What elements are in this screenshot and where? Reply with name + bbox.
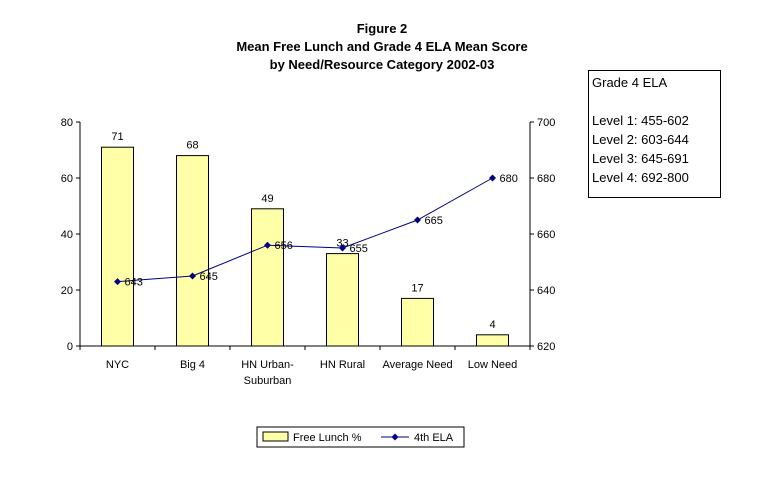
right-tick-label-680: 680 [537, 173, 555, 185]
left-tick-label-20: 20 [61, 285, 73, 297]
bar-6 [476, 334, 509, 347]
legend [256, 426, 465, 448]
bar-2 [176, 155, 209, 347]
x-tick-label-3-2: Suburban [244, 375, 292, 387]
ela-value-label-5: 665 [425, 215, 443, 227]
ela-value-label-4: 655 [350, 243, 368, 255]
info-level-1: Level 1: 455-602 [592, 113, 689, 128]
ela-point-2 [189, 272, 196, 280]
bar-value-label-1: 71 [111, 131, 123, 143]
bar-3 [251, 208, 284, 347]
info-level-2: Level 2: 603-644 [592, 132, 689, 147]
bar-value-label-5: 17 [411, 282, 423, 294]
title-line-2: Mean Free Lunch and Grade 4 ELA Mean Sco… [236, 39, 528, 54]
bar-value-label-2: 68 [186, 140, 198, 152]
left-tick-label-0: 0 [67, 341, 73, 353]
ela-point-5 [414, 216, 421, 224]
ela-value-label-1: 643 [125, 277, 143, 289]
ela-point-3 [264, 241, 271, 249]
title-line-3: by Need/Resource Category 2002-03 [269, 57, 495, 72]
grade4-ela-level-box: Grade 4 ELA Level 1: 455-602 Level 2: 60… [588, 70, 721, 198]
bar-5 [401, 297, 434, 347]
info-heading: Grade 4 ELA [592, 75, 668, 90]
bar-4 [326, 253, 359, 347]
left-tick-label-60: 60 [61, 173, 73, 185]
bar-value-label-6: 4 [489, 319, 495, 331]
bar-1 [101, 146, 134, 347]
x-tick-label-3-1: HN Urban- [241, 359, 294, 371]
ela-value-label-6: 680 [500, 173, 518, 185]
legend-bar-swatch [262, 431, 289, 442]
right-tick-label-700: 700 [537, 117, 555, 129]
legend-line-marker [391, 433, 399, 441]
legend-line-label: 4th ELA [414, 432, 454, 444]
right-tick-label-640: 640 [537, 285, 555, 297]
info-level-3: Level 3: 645-691 [592, 151, 689, 166]
info-level-4: Level 4: 692-800 [592, 170, 689, 185]
ela-point-4 [339, 244, 346, 252]
ela-point-1 [114, 278, 121, 286]
ela-value-label-2: 645 [200, 271, 218, 283]
ela-point-6 [489, 174, 496, 182]
x-tick-label-5: Average Need [382, 359, 452, 371]
x-tick-label-2: Big 4 [180, 359, 205, 371]
chart-title: Figure 2 Mean Free Lunch and Grade 4 ELA… [0, 20, 764, 74]
left-tick-label-80: 80 [61, 117, 73, 129]
right-tick-label-660: 660 [537, 229, 555, 241]
x-tick-label-4: HN Rural [320, 359, 365, 371]
x-tick-label-1: NYC [106, 359, 129, 371]
ela-value-label-3: 656 [275, 240, 293, 252]
legend-bar-label: Free Lunch % [293, 432, 362, 444]
ela-line [117, 177, 493, 283]
left-tick-label-40: 40 [61, 229, 73, 241]
title-line-1: Figure 2 [356, 21, 408, 36]
bar-value-label-3: 49 [261, 193, 273, 205]
x-tick-label-6: Low Need [468, 359, 518, 371]
right-tick-label-620: 620 [537, 341, 555, 353]
